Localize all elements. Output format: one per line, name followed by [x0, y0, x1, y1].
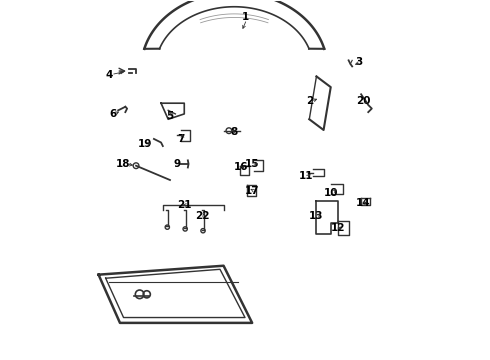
Text: 22: 22	[195, 211, 209, 221]
Text: 7: 7	[177, 134, 184, 144]
Text: 20: 20	[356, 96, 370, 107]
Text: 11: 11	[298, 171, 313, 181]
Text: 19: 19	[138, 139, 152, 149]
Text: 3: 3	[356, 57, 363, 67]
Text: 21: 21	[177, 200, 192, 210]
Text: 9: 9	[173, 159, 181, 169]
Text: 16: 16	[234, 162, 249, 172]
Text: 2: 2	[306, 96, 313, 107]
Text: 10: 10	[323, 188, 338, 198]
Text: 6: 6	[109, 109, 117, 119]
Text: 12: 12	[331, 223, 345, 233]
Text: 15: 15	[245, 159, 259, 169]
Text: 1: 1	[242, 13, 248, 22]
Text: 17: 17	[245, 186, 260, 196]
Text: 13: 13	[309, 211, 324, 221]
Text: 8: 8	[231, 127, 238, 137]
Text: 5: 5	[167, 111, 173, 121]
Text: 14: 14	[356, 198, 370, 208]
Text: 18: 18	[116, 159, 131, 169]
Text: 4: 4	[105, 69, 113, 80]
